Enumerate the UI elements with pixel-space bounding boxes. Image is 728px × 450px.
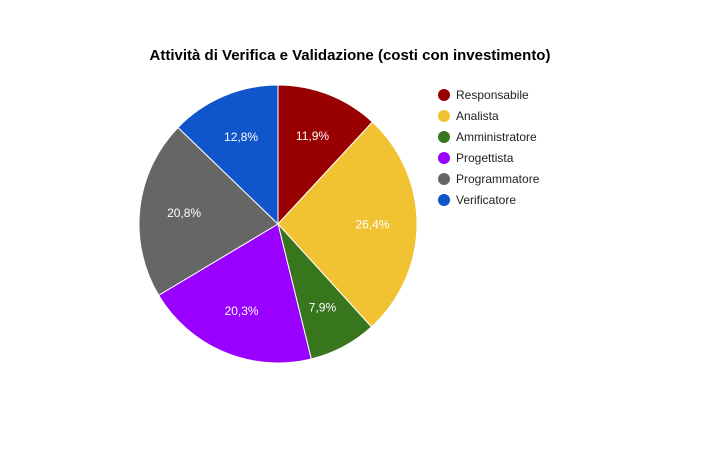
slice-label-responsabile: 11,9% [296, 129, 329, 143]
legend-item-progettista: Progettista [438, 147, 539, 168]
legend-label: Responsabile [456, 87, 529, 102]
legend-item-programmatore: Programmatore [438, 168, 539, 189]
legend-swatch [438, 88, 450, 101]
legend-label: Amministratore [456, 129, 537, 144]
legend-label: Progettista [456, 150, 514, 165]
legend-swatch [438, 151, 450, 164]
legend-item-amministratore: Amministratore [438, 126, 539, 147]
slice-label-amministratore: 7,9% [309, 300, 337, 314]
legend-label: Analista [456, 108, 499, 123]
pie-slice-analista [277, 121, 418, 328]
chart-legend: Responsabile Analista Amministratore Proget… [438, 84, 539, 210]
legend-swatch [438, 109, 450, 122]
pie-slice-progettista [157, 223, 312, 364]
pie-slice-responsabile [277, 84, 374, 226]
slice-label-analista: 26,4% [356, 217, 390, 231]
legend-swatch [438, 130, 450, 143]
legend-item-verificatore: Verificatore [438, 189, 539, 210]
chart-title: Attività di Verifica e Validazione (cost… [149, 47, 551, 64]
legend-swatch [438, 172, 450, 185]
slice-label-verificatore: 12,8% [224, 130, 258, 144]
legend-swatch [438, 193, 450, 206]
slice-label-programmatore: 20,8% [167, 206, 201, 220]
pie-slice-programmatore [138, 126, 279, 296]
legend-item-analista: Analista [438, 105, 539, 126]
legend-label: Programmatore [456, 171, 540, 186]
slice-label-progettista: 20,3% [225, 304, 259, 318]
pie-slice-verificatore [177, 84, 279, 226]
legend-item-responsabile: Responsabile [438, 84, 539, 105]
legend-label: Verificatore [456, 192, 517, 207]
